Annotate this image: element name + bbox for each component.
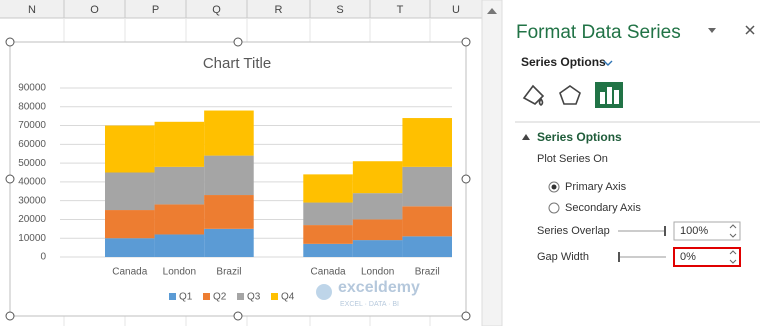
field-label: Series Overlap bbox=[537, 225, 610, 237]
legend-label: Q2 bbox=[213, 292, 227, 303]
legend-swatch bbox=[203, 293, 210, 300]
column-header[interactable]: R bbox=[275, 4, 283, 16]
column-header-bar bbox=[0, 0, 482, 18]
field-input[interactable] bbox=[673, 221, 741, 241]
y-tick-label: 80000 bbox=[18, 101, 46, 112]
x-tick-label: London bbox=[163, 267, 196, 278]
legend-label: Q3 bbox=[247, 292, 261, 303]
bar-segment[interactable] bbox=[105, 172, 155, 211]
x-tick-label: Canada bbox=[112, 267, 147, 278]
bar-segment[interactable] bbox=[402, 206, 452, 237]
field-input[interactable] bbox=[673, 247, 741, 267]
spinner[interactable] bbox=[729, 224, 737, 238]
fields: Series Overlap 100% Gap Width 0% bbox=[537, 221, 741, 267]
fill-icon[interactable] bbox=[522, 84, 545, 106]
watermark-tagline: EXCEL · DATA · BI bbox=[340, 301, 399, 308]
legend-label: Q1 bbox=[179, 292, 193, 303]
bar-segment[interactable] bbox=[105, 238, 155, 257]
legend-swatch bbox=[271, 293, 278, 300]
bar-segment[interactable] bbox=[204, 155, 254, 196]
column-header[interactable]: U bbox=[452, 4, 460, 16]
bar-segment[interactable] bbox=[105, 125, 155, 173]
plot-series-on: Plot Series On bbox=[537, 153, 608, 165]
scroll-up[interactable] bbox=[487, 8, 497, 14]
x-tick-label: Brazil bbox=[216, 267, 241, 278]
bar-segment[interactable] bbox=[154, 166, 205, 205]
y-tick-label: 20000 bbox=[18, 214, 46, 225]
bar-segment[interactable] bbox=[303, 174, 353, 203]
watermark-logo bbox=[316, 284, 332, 300]
scrollbar[interactable] bbox=[481, 0, 503, 326]
y-tick-label: 0 bbox=[40, 252, 46, 263]
field-label: Gap Width bbox=[537, 251, 589, 263]
x-tick-label: Brazil bbox=[415, 267, 440, 278]
x-tick-label: London bbox=[361, 267, 394, 278]
bar-segment[interactable] bbox=[204, 195, 254, 229]
radio-dot bbox=[551, 184, 557, 190]
field-value: 0% bbox=[680, 251, 696, 263]
y-tick-label: 40000 bbox=[18, 177, 46, 188]
bar-segment[interactable] bbox=[303, 202, 353, 226]
field-value: 100% bbox=[680, 225, 708, 237]
legend-label: Q4 bbox=[281, 292, 295, 303]
column-header[interactable]: S bbox=[336, 4, 343, 16]
bar-segment[interactable] bbox=[154, 121, 205, 167]
bar-segment[interactable] bbox=[352, 219, 403, 241]
slider-thumb[interactable] bbox=[618, 252, 620, 262]
column-header[interactable]: N bbox=[28, 4, 36, 16]
y-tick-label: 30000 bbox=[18, 195, 46, 206]
legend-swatch bbox=[169, 293, 176, 300]
tab-chevron[interactable] bbox=[603, 60, 613, 66]
column-header[interactable]: O bbox=[90, 4, 99, 16]
pane-menu[interactable] bbox=[708, 28, 716, 33]
chart: Chart Title 0 10000 20000 30000 40000 50000 60… bbox=[18, 55, 452, 303]
bar-segment[interactable] bbox=[352, 193, 403, 220]
bar-segment[interactable] bbox=[352, 161, 403, 194]
radio[interactable] bbox=[548, 202, 560, 214]
y-tick-label: 50000 bbox=[18, 158, 46, 169]
y-tick-label: 90000 bbox=[18, 83, 46, 94]
bar-segment[interactable] bbox=[154, 234, 205, 257]
bar-segment[interactable] bbox=[154, 204, 205, 235]
selection-handles bbox=[5, 37, 471, 321]
column-header[interactable]: P bbox=[152, 4, 159, 16]
axis-options: Primary Axis Secondary Axis bbox=[548, 181, 641, 214]
bar-segment[interactable] bbox=[402, 118, 452, 167]
radio-label[interactable]: Secondary Axis bbox=[565, 202, 641, 214]
bar-segment[interactable] bbox=[105, 210, 155, 239]
bar-segment[interactable] bbox=[204, 228, 254, 257]
watermark-name: exceldemy bbox=[338, 279, 420, 296]
column-header[interactable]: Q bbox=[212, 4, 221, 16]
bar-segment[interactable] bbox=[303, 243, 353, 257]
spinner[interactable] bbox=[729, 250, 737, 264]
pane-tab[interactable]: Series Options bbox=[521, 55, 606, 69]
bar-segment[interactable] bbox=[204, 110, 254, 156]
watermark: exceldemy EXCEL · DATA · BI bbox=[316, 279, 420, 308]
y-tick-label: 60000 bbox=[18, 139, 46, 150]
bar-segment[interactable] bbox=[352, 240, 403, 257]
y-tick-label: 10000 bbox=[18, 233, 46, 244]
y-tick-label: 70000 bbox=[18, 120, 46, 131]
pane-icons bbox=[522, 82, 623, 108]
legend-swatch bbox=[237, 293, 244, 300]
bar-segment[interactable] bbox=[402, 236, 452, 257]
chart-title: Chart Title bbox=[203, 55, 271, 72]
column-header[interactable]: T bbox=[397, 4, 404, 16]
bar-segment[interactable] bbox=[303, 225, 353, 244]
section-toggle[interactable] bbox=[522, 134, 530, 140]
section-title[interactable]: Series Options bbox=[537, 130, 622, 144]
effects-icon[interactable] bbox=[559, 85, 581, 105]
x-tick-label: Canada bbox=[311, 267, 346, 278]
pane-title: Format Data Series bbox=[516, 22, 681, 43]
radio-label[interactable]: Primary Axis bbox=[565, 181, 627, 193]
slider-thumb[interactable] bbox=[664, 226, 666, 236]
bar-segment[interactable] bbox=[402, 166, 452, 207]
pane-close[interactable] bbox=[745, 25, 755, 35]
format-pane bbox=[503, 0, 766, 326]
